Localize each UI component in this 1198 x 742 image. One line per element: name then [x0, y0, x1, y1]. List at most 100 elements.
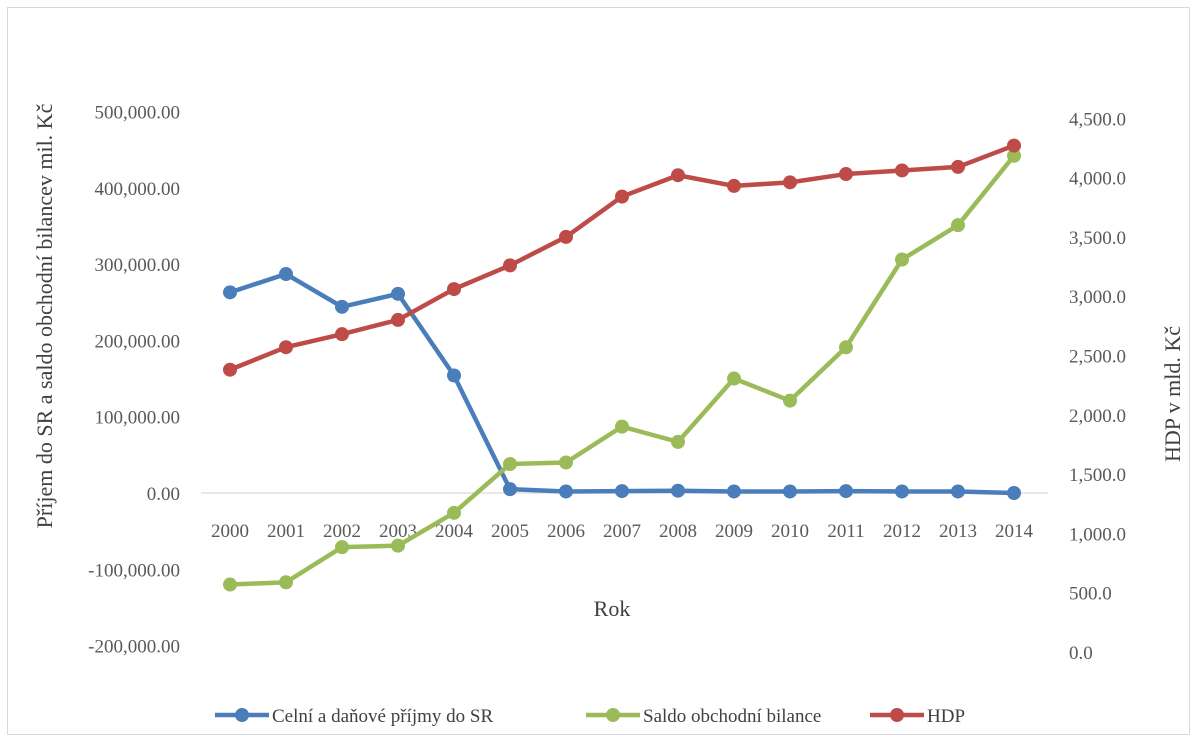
data-point: [615, 484, 629, 499]
data-point: [951, 484, 965, 499]
data-point: [727, 371, 741, 386]
right-tick-label: 4,500.0: [1069, 109, 1126, 130]
x-tick-label: 2005: [491, 521, 529, 542]
right-tick-label: 2,500.0: [1069, 347, 1126, 368]
data-point: [503, 258, 517, 273]
left-tick-label: 100,000.00: [95, 408, 181, 429]
x-tick-label: 2009: [715, 521, 753, 542]
data-point: [391, 312, 405, 327]
series-2: [223, 148, 1021, 592]
x-tick-label: 2006: [547, 521, 585, 542]
data-point: [839, 340, 853, 355]
left-tick-label: 500,000.00: [95, 103, 181, 124]
data-point: [447, 368, 461, 383]
data-point: [503, 457, 517, 472]
legend-swatch-marker: [890, 708, 904, 722]
right-tick-label: 1,500.0: [1069, 465, 1126, 486]
x-tick-label: 2014: [995, 521, 1034, 542]
data-point: [727, 178, 741, 193]
series-layer: [223, 138, 1021, 592]
x-tick-label: 2012: [883, 521, 921, 542]
x-tick-label: 2007: [603, 521, 641, 542]
legend-label: HDP: [927, 706, 965, 727]
data-point: [223, 285, 237, 300]
data-point: [559, 484, 573, 499]
left-tick-label: 300,000.00: [95, 255, 181, 276]
legend-swatch-marker: [235, 708, 249, 722]
legend-label: Saldo obchodní bilance: [643, 706, 821, 727]
left-tick-label: 0.00: [147, 484, 180, 505]
data-point: [951, 159, 965, 174]
chart-area: -200,000.00 -100,000.00 0.00 100,000.00 200,…: [7, 7, 1190, 735]
legend-label: Celní a daňové příjmy do SR: [272, 706, 493, 727]
legend-swatch-marker: [606, 708, 620, 722]
right-tick-label: 1,000.0: [1069, 524, 1126, 545]
x-tick-label: 2010: [771, 521, 809, 542]
data-point: [223, 362, 237, 377]
series-1: [223, 267, 1021, 500]
x-tick-label: 2008: [659, 521, 697, 542]
data-point: [335, 327, 349, 342]
x-tick-label: 2000: [211, 521, 249, 542]
legend: Celní a daňové příjmy do SR Saldo obchodn…: [215, 706, 965, 727]
data-point: [391, 286, 405, 301]
left-tick-label: 400,000.00: [95, 179, 181, 200]
data-point: [727, 484, 741, 499]
data-point: [895, 484, 909, 499]
right-tick-label: 2,000.0: [1069, 406, 1126, 427]
x-tick-label: 2002: [323, 521, 361, 542]
legend-item: HDP: [870, 706, 965, 727]
data-point: [559, 455, 573, 470]
x-axis-ticks: 2000 2001 2002 2003 2004 2005 2006 2007 2008 2009…: [211, 521, 1034, 542]
data-point: [895, 252, 909, 267]
left-axis-title: Příjem do SR a saldo obchodní bilancev m…: [32, 103, 57, 528]
data-point: [1007, 148, 1021, 163]
x-tick-label: 2001: [267, 521, 305, 542]
series-3: [223, 138, 1021, 377]
data-point: [671, 483, 685, 498]
data-point: [951, 218, 965, 233]
data-point: [1007, 138, 1021, 153]
data-point: [895, 163, 909, 178]
right-axis-title: HDP v mld. Kč: [1160, 326, 1185, 462]
x-tick-label: 2003: [379, 521, 417, 542]
data-point: [391, 538, 405, 553]
right-axis-ticks: 0.0 500.0 1,000.0 1,500.0 2,000.0 2,500.0 3,00…: [1069, 109, 1126, 664]
left-tick-label: -200,000.00: [88, 637, 180, 658]
line-chart: -200,000.00 -100,000.00 0.00 100,000.00 200,…: [32, 103, 1185, 728]
data-point: [783, 175, 797, 190]
left-tick-label: -100,000.00: [88, 560, 180, 581]
x-tick-label: 2011: [827, 521, 864, 542]
x-tick-label: 2013: [939, 521, 977, 542]
right-tick-label: 3,500.0: [1069, 228, 1126, 249]
data-point: [223, 577, 237, 592]
data-point: [447, 505, 461, 520]
data-point: [839, 167, 853, 182]
data-point: [671, 434, 685, 449]
right-tick-label: 3,000.0: [1069, 287, 1126, 308]
left-axis-ticks: -200,000.00 -100,000.00 0.00 100,000.00 200,…: [88, 103, 180, 658]
data-point: [503, 482, 517, 497]
data-point: [335, 299, 349, 314]
data-point: [447, 282, 461, 297]
x-tick-label: 2004: [435, 521, 474, 542]
data-point: [559, 229, 573, 244]
legend-item: Celní a daňové příjmy do SR: [215, 706, 493, 727]
x-axis-title: Rok: [594, 596, 631, 621]
left-tick-label: 200,000.00: [95, 331, 181, 352]
legend-item: Saldo obchodní bilance: [586, 706, 821, 727]
data-point: [783, 484, 797, 499]
data-point: [615, 189, 629, 204]
data-point: [279, 340, 293, 355]
data-point: [335, 540, 349, 555]
data-point: [1007, 486, 1021, 500]
data-point: [615, 419, 629, 434]
right-tick-label: 4,000.0: [1069, 169, 1126, 190]
data-point: [783, 393, 797, 408]
right-tick-label: 500.0: [1069, 584, 1112, 605]
data-point: [839, 484, 853, 499]
right-tick-label: 0.0: [1069, 643, 1093, 664]
data-point: [671, 168, 685, 183]
data-point: [279, 575, 293, 590]
data-point: [279, 267, 293, 282]
